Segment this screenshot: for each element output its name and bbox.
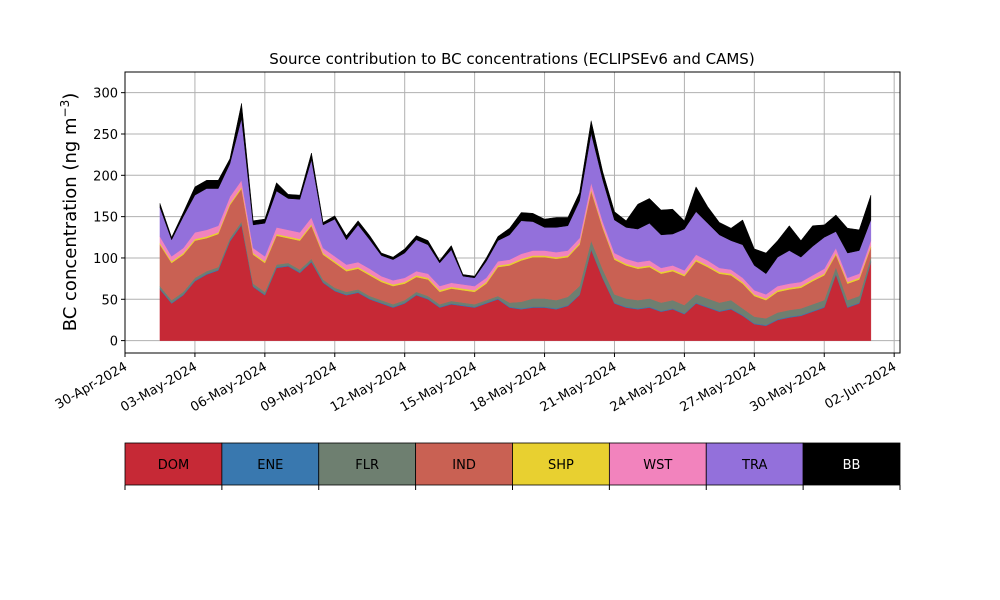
stacked-areas (159, 103, 872, 341)
y-axis: 0 50 100 150 200 250 300 (93, 87, 125, 350)
y-tick-label: 50 (101, 293, 118, 308)
legend-label-wst: WST (643, 458, 672, 473)
y-tick-label: 200 (93, 169, 118, 184)
y-tick-label: 150 (93, 211, 118, 226)
legend-swatch-bb (802, 442, 901, 486)
y-axis-label: BC concentration (ng m−3) (58, 93, 81, 332)
legend-label-shp: SHP (548, 458, 574, 473)
x-axis: 30-Apr-202403-May-202406-May-202409-May-… (53, 353, 899, 415)
y-axis-label-superscript: −3 (58, 100, 72, 118)
x-tick-label: 30-May-2024 (748, 359, 830, 415)
y-tick-label: 100 (93, 252, 118, 267)
legend-swatch-shp (512, 442, 610, 486)
chart-title: Source contribution to BC concentrations… (269, 50, 754, 68)
y-axis-label-main: BC concentration (ng m (60, 117, 81, 331)
x-tick-label: 15-May-2024 (398, 359, 480, 415)
legend-label-flr: FLR (355, 458, 379, 473)
x-tick-label: 03-May-2024 (118, 359, 200, 415)
x-tick-label: 21-May-2024 (538, 359, 620, 415)
legend-swatch-tra (705, 442, 804, 486)
x-tick-label: 12-May-2024 (328, 359, 410, 415)
legend-colorbar: DOM ENE FLR IND SHP WST TRA BB (124, 442, 901, 490)
y-tick-label: 0 (110, 335, 118, 350)
x-tick-label: 18-May-2024 (468, 359, 550, 415)
x-tick-label: 02-Jun-2024 (822, 359, 899, 412)
y-axis-label-close: ) (60, 93, 81, 100)
legend-swatch-dom (124, 442, 223, 486)
legend-label-tra: TRA (741, 458, 767, 473)
y-tick-label: 250 (93, 128, 118, 143)
x-tick-label: 24-May-2024 (608, 359, 690, 415)
legend-swatch-wst (608, 442, 707, 486)
legend-swatch-ind (415, 442, 513, 486)
legend-label-dom: DOM (158, 458, 189, 473)
legend-swatch-flr (318, 442, 417, 486)
legend-label-ene: ENE (257, 458, 283, 473)
x-tick-label: 30-Apr-2024 (53, 359, 130, 412)
legend-label-ind: IND (452, 458, 476, 473)
x-tick-label: 27-May-2024 (678, 359, 760, 415)
plot-frame (124, 71, 901, 354)
area-bb (159, 103, 872, 279)
x-tick-label: 06-May-2024 (188, 359, 270, 415)
y-tick-label: 300 (93, 87, 118, 102)
x-tick-label: 09-May-2024 (258, 359, 340, 415)
legend-swatch-ene (221, 442, 320, 486)
legend-label-bb: BB (843, 458, 861, 473)
